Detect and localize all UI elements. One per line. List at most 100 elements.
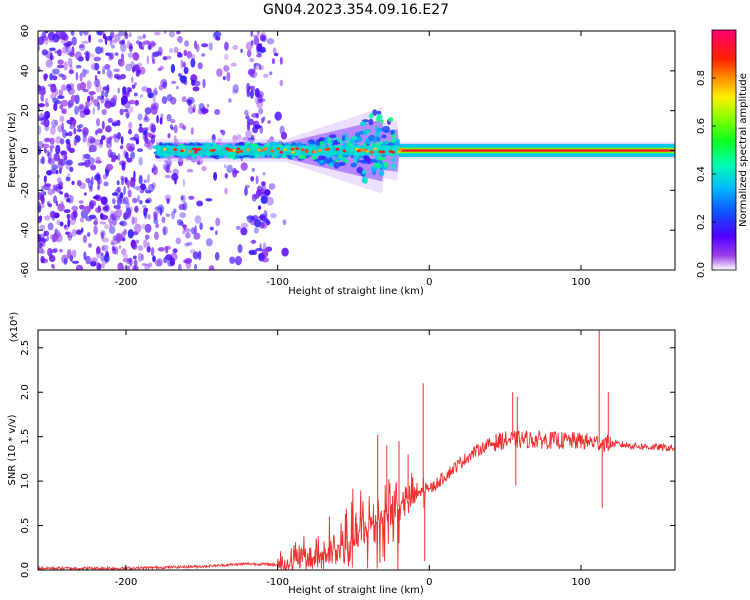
noise-speckle — [107, 218, 113, 223]
noise-speckle — [154, 231, 159, 240]
noise-speckle — [73, 139, 77, 146]
noise-speckle — [181, 195, 184, 200]
broadening-blob — [378, 170, 385, 177]
noise-speckle — [245, 41, 253, 51]
noise-speckle — [43, 147, 48, 154]
noise-speckle — [84, 51, 91, 56]
colorbar-tick-label: 0.6 — [696, 118, 707, 134]
noise-speckle — [198, 250, 202, 261]
noise-speckle — [144, 223, 152, 233]
noise-speckle — [62, 33, 69, 41]
snr-panel: -200 -100 0 100 0.0 0.5 1.0 1.5 2.0 2.5 Height of… — [7, 312, 676, 596]
noise-speckle — [171, 126, 174, 131]
noise-speckle — [122, 258, 130, 263]
noise-speckle — [51, 248, 58, 253]
noise-speckle — [108, 53, 113, 61]
carrier-peak — [362, 148, 366, 152]
noise-speckle — [260, 65, 264, 71]
carrier-peak — [235, 150, 240, 154]
y-tick-label: -20 — [20, 182, 31, 198]
noise-speckle — [279, 79, 284, 87]
noise-speckle — [138, 42, 145, 48]
figure-title: GN04.2023.354.09.16.E27 — [263, 2, 449, 18]
noise-speckle — [71, 260, 80, 264]
noise-speckle — [100, 214, 109, 221]
noise-speckle — [184, 242, 190, 247]
noise-speckle — [263, 218, 269, 223]
noise-speckle — [74, 105, 79, 115]
noise-speckle — [63, 42, 71, 47]
noise-speckle — [170, 252, 178, 262]
noise-speckle — [166, 55, 172, 60]
noise-speckle — [88, 243, 92, 248]
noise-speckle — [226, 164, 233, 174]
noise-speckle — [208, 265, 215, 270]
carrier-peak — [227, 148, 231, 151]
noise-speckle — [69, 117, 74, 122]
noise-speckle — [182, 201, 188, 211]
noise-speckle — [246, 89, 250, 98]
noise-speckle — [263, 73, 269, 78]
noise-speckle — [120, 42, 127, 53]
noise-speckle — [60, 99, 69, 107]
carrier-peak — [236, 147, 241, 151]
x-tick-label: 0 — [426, 577, 432, 588]
noise-speckle — [101, 244, 109, 252]
noise-speckle — [119, 108, 124, 116]
noise-speckle — [198, 103, 205, 111]
y-tick-label: -40 — [20, 222, 31, 238]
broadening-blob — [356, 136, 363, 143]
noise-speckle — [192, 251, 200, 260]
noise-speckle — [183, 79, 188, 86]
noise-speckle — [112, 192, 119, 196]
carrier-peak — [263, 147, 268, 151]
noise-speckle — [263, 209, 268, 218]
noise-speckle — [76, 125, 81, 129]
noise-speckle — [46, 235, 49, 242]
noise-speckle — [68, 147, 76, 153]
noise-speckle — [256, 185, 263, 192]
noise-speckle — [121, 39, 125, 44]
broadening-blob — [329, 162, 333, 168]
broadening-blob — [381, 134, 387, 139]
noise-speckle — [39, 238, 48, 243]
noise-speckle — [109, 37, 113, 46]
noise-speckle — [181, 96, 187, 103]
broadening-blob — [361, 170, 366, 175]
noise-speckle — [157, 67, 162, 72]
noise-speckle — [44, 31, 49, 34]
noise-speckle — [152, 163, 156, 171]
noise-speckle — [79, 44, 85, 49]
noise-speckle — [122, 196, 129, 205]
noise-speckle — [47, 188, 54, 196]
noise-speckle — [39, 224, 46, 231]
noise-speckle — [47, 222, 54, 231]
carrier-peak — [257, 148, 261, 152]
noise-speckle — [82, 130, 88, 138]
noise-speckle — [132, 255, 137, 260]
noise-speckle — [214, 109, 221, 115]
broadening-blob — [339, 138, 343, 145]
noise-speckle — [253, 194, 260, 200]
noise-speckle — [183, 49, 188, 57]
noise-speckle — [129, 206, 133, 213]
y-tick-label: 0.0 — [20, 562, 31, 578]
noise-speckle — [202, 78, 206, 89]
noise-speckle — [133, 92, 138, 97]
noise-speckle — [70, 94, 77, 102]
noise-speckle — [94, 78, 100, 88]
noise-speckle — [76, 135, 81, 141]
noise-speckle — [184, 228, 191, 233]
noise-speckle — [59, 115, 65, 123]
noise-speckle — [150, 105, 158, 115]
noise-speckle — [90, 260, 97, 267]
noise-speckle — [72, 210, 78, 219]
noise-speckle — [223, 65, 230, 72]
noise-speckle — [240, 48, 243, 53]
carrier-peak — [270, 149, 274, 153]
noise-speckle — [49, 210, 56, 219]
noise-speckle — [123, 100, 131, 109]
noise-speckle — [165, 254, 173, 261]
noise-speckle — [230, 62, 237, 67]
carrier-peak — [379, 150, 384, 154]
